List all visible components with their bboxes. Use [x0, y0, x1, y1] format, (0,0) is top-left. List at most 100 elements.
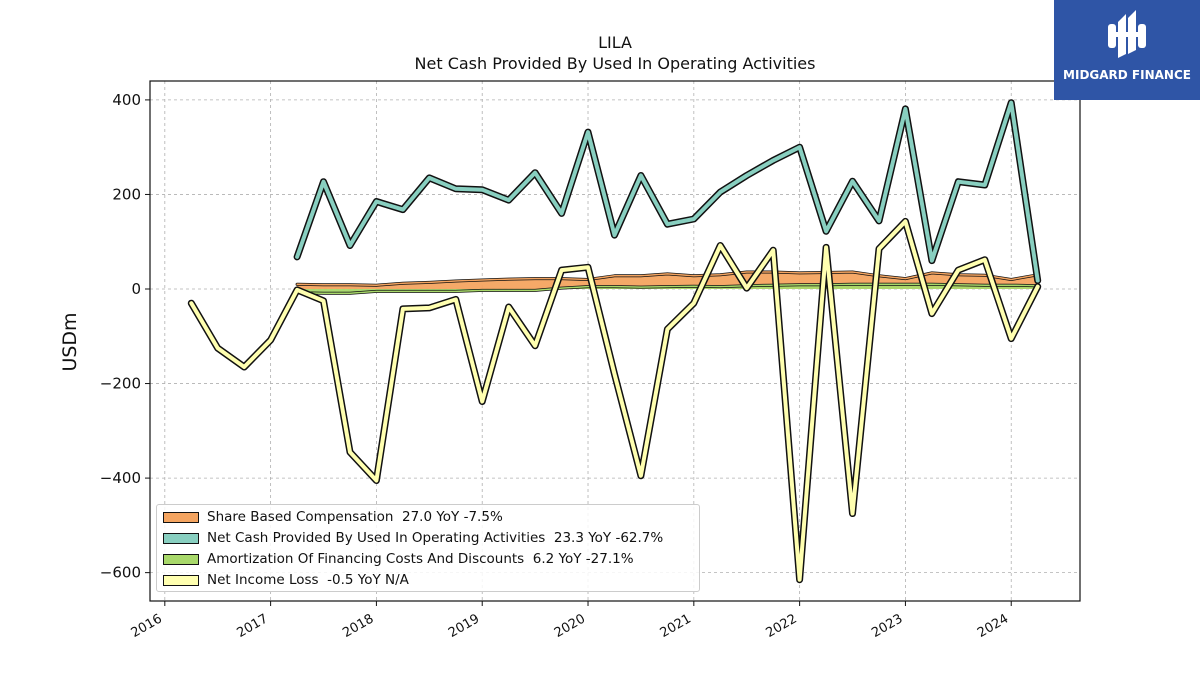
data-point: [825, 230, 827, 232]
data-point: [666, 273, 668, 275]
x-tick-label: 2017: [234, 611, 270, 641]
data-point: [481, 189, 483, 191]
plot-area: [187, 99, 1042, 584]
legend-item: Net Cash Provided By Used In Operating A…: [163, 528, 663, 548]
data-point: [375, 290, 377, 292]
data-point: [481, 279, 483, 281]
data-point: [719, 245, 721, 246]
data-point: [270, 339, 272, 341]
midgard-logo-icon: [1108, 10, 1146, 58]
data-point: [534, 289, 536, 291]
data-point: [931, 260, 933, 262]
data-point: [957, 181, 959, 183]
data-point: [852, 180, 853, 182]
legend: Share Based Compensation 27.0 YoY -7.5% N…: [156, 504, 700, 592]
data-point: [190, 302, 192, 304]
data-point: [1010, 102, 1012, 104]
data-point: [957, 284, 959, 286]
data-point: [561, 212, 563, 214]
data-point: [614, 373, 615, 375]
data-point: [719, 191, 721, 193]
data-point: [693, 302, 695, 304]
data-point: [455, 298, 457, 300]
data-point: [561, 287, 563, 289]
data-point: [931, 272, 933, 274]
data-point: [957, 269, 959, 271]
data-point: [455, 188, 457, 190]
data-point: [904, 108, 906, 110]
data-point: [640, 286, 642, 288]
data-point: [375, 201, 377, 202]
data-point: [614, 286, 615, 288]
data-point: [428, 177, 430, 179]
legend-label: Amortization Of Financing Costs And Disc…: [207, 551, 634, 567]
data-point: [217, 347, 219, 349]
legend-label: Net Cash Provided By Used In Operating A…: [207, 530, 664, 546]
legend-item: Amortization Of Financing Costs And Disc…: [163, 549, 634, 569]
series-line: [295, 100, 1040, 283]
data-point: [984, 274, 986, 276]
data-point: [640, 275, 642, 277]
data-point: [1010, 284, 1012, 286]
data-point: [534, 345, 536, 347]
data-point: [243, 366, 245, 368]
data-point: [640, 175, 642, 176]
data-point: [375, 284, 377, 286]
data-point: [481, 401, 483, 402]
data-point: [799, 284, 801, 286]
data-point: [640, 475, 642, 477]
data-point: [402, 282, 404, 284]
data-point: [1010, 338, 1012, 340]
data-point: [852, 513, 853, 514]
legend-item: Net Income Loss -0.5 YoY N/A: [163, 570, 409, 590]
data-point: [323, 284, 324, 286]
data-point: [693, 218, 695, 220]
data-point: [799, 146, 801, 148]
data-point: [349, 292, 351, 294]
y-tick-label: −400: [100, 469, 141, 487]
x-tick-label: 2023: [869, 611, 905, 641]
data-point: [693, 275, 695, 277]
y-tick-label: 400: [112, 91, 141, 109]
data-point: [296, 289, 298, 291]
x-tick-label: 2020: [552, 611, 588, 641]
data-point: [614, 275, 615, 277]
data-point: [825, 246, 827, 248]
data-point: [1037, 280, 1039, 281]
chart-title: LILA Net Cash Provided By Used In Operat…: [150, 32, 1080, 74]
legend-swatch: [163, 511, 199, 523]
data-point: [693, 285, 695, 287]
data-point: [984, 284, 986, 286]
data-point: [534, 278, 536, 280]
data-point: [349, 451, 351, 453]
series-area: [297, 284, 1038, 294]
data-point: [772, 249, 774, 251]
data-point: [746, 271, 748, 273]
legend-swatch: [163, 574, 199, 586]
logo-text: MIDGARD FINANCE: [1063, 68, 1191, 82]
x-tick-label: 2019: [446, 611, 482, 641]
data-point: [587, 131, 589, 133]
data-point: [984, 259, 986, 261]
data-point: [508, 289, 510, 291]
data-point: [931, 313, 933, 315]
data-point: [323, 292, 324, 294]
x-tick-label: 2022: [763, 611, 799, 641]
logo: MIDGARD FINANCE: [1054, 0, 1200, 100]
data-point: [534, 172, 536, 174]
data-point: [455, 290, 457, 292]
x-tick-label: 2016: [129, 611, 165, 641]
data-point: [746, 287, 748, 289]
data-point: [614, 234, 615, 236]
data-point: [852, 283, 853, 285]
y-tick-label: −600: [100, 564, 141, 582]
legend-label: Net Income Loss -0.5 YoY N/A: [207, 572, 409, 588]
data-point: [772, 159, 774, 161]
legend-swatch: [163, 553, 199, 565]
data-point: [455, 280, 457, 282]
data-point: [1010, 279, 1012, 280]
plot-frame: [149, 80, 1081, 602]
data-point: [878, 220, 880, 222]
series-line-outline: [293, 99, 1042, 284]
data-point: [561, 269, 563, 271]
